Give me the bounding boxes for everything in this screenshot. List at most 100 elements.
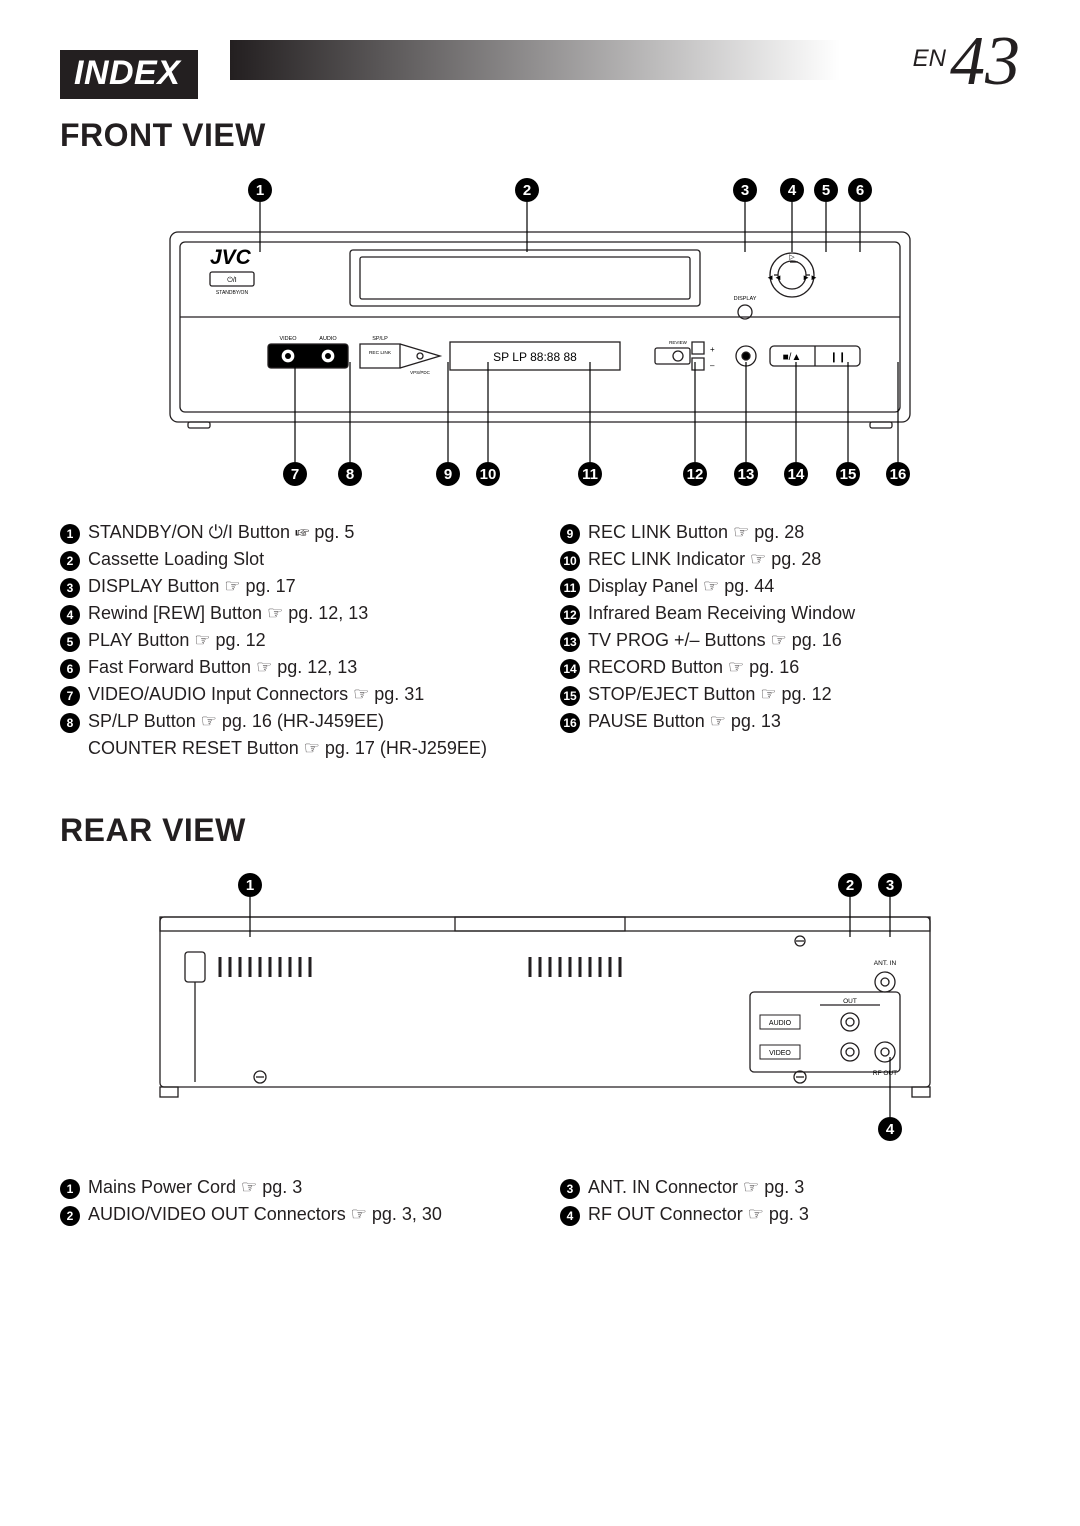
- legend-badge: 3: [60, 578, 80, 598]
- legend-item: 3 DISPLAY Button ☞ pg. 17: [60, 573, 520, 600]
- legend-badge: 3: [560, 1179, 580, 1199]
- svg-text:1: 1: [256, 182, 264, 199]
- legend-text: Fast Forward Button ☞ pg. 12, 13: [88, 654, 357, 681]
- svg-text:JVC: JVC: [210, 246, 252, 269]
- legend-item: 10 REC LINK Indicator ☞ pg. 28: [560, 546, 1020, 573]
- legend-text: PAUSE Button ☞ pg. 13: [588, 708, 781, 735]
- svg-text:15: 15: [840, 466, 857, 483]
- svg-text:RF OUT: RF OUT: [873, 1070, 897, 1077]
- svg-text:4: 4: [886, 1121, 895, 1138]
- legend-badge: 5: [60, 632, 80, 652]
- legend-text: DISPLAY Button ☞ pg. 17: [88, 573, 296, 600]
- legend-badge: 12: [560, 605, 580, 625]
- svg-text:⏻/I: ⏻/I: [227, 276, 236, 284]
- svg-text:3: 3: [886, 877, 894, 894]
- legend-item: 13 TV PROG +/– Buttons ☞ pg. 16: [560, 627, 1020, 654]
- legend-text: Mains Power Cord ☞ pg. 3: [88, 1174, 302, 1201]
- legend-text: RECORD Button ☞ pg. 16: [588, 654, 799, 681]
- svg-text:5: 5: [822, 182, 830, 199]
- svg-text:12: 12: [687, 466, 704, 483]
- legend-text: VIDEO/AUDIO Input Connectors ☞ pg. 31: [88, 681, 424, 708]
- legend-text: Display Panel ☞ pg. 44: [588, 573, 774, 600]
- legend-item: 4Rewind [REW] Button ☞ pg. 12, 13: [60, 600, 520, 627]
- legend-badge: 6: [60, 659, 80, 679]
- front-view-title: FRONT VIEW: [60, 117, 1020, 154]
- legend-item: 9 REC LINK Button ☞ pg. 28: [560, 519, 1020, 546]
- legend-item: 3 ANT. IN Connector ☞ pg. 3: [560, 1174, 1020, 1201]
- legend-item: 12 Infrared Beam Receiving Window: [560, 600, 1020, 627]
- page-header: INDEX EN43: [60, 30, 1020, 99]
- svg-text:VIDEO: VIDEO: [769, 1050, 791, 1057]
- legend-badge: 9: [560, 524, 580, 544]
- svg-text:3: 3: [741, 182, 749, 199]
- legend-badge: 13: [560, 632, 580, 652]
- legend-badge: 2: [60, 551, 80, 571]
- legend-item: 16 PAUSE Button ☞ pg. 13: [560, 708, 1020, 735]
- index-label: INDEX: [60, 50, 198, 99]
- legend-subtext: COUNTER RESET Button ☞ pg. 17 (HR-J259EE…: [88, 735, 487, 762]
- svg-text:REC LINK: REC LINK: [369, 350, 392, 356]
- legend-badge: 10: [560, 551, 580, 571]
- legend-text: AUDIO/VIDEO OUT Connectors ☞ pg. 3, 30: [88, 1201, 442, 1228]
- legend-badge: 15: [560, 686, 580, 706]
- front-diagram: JVC ⏻/I STANDBY/ON ▷ ◄◄ ►► DISPLAY VIDEO…: [60, 162, 1020, 507]
- svg-text:VIDEO: VIDEO: [279, 336, 297, 342]
- legend-item: 1STANDBY/ON ⏻/I Button ☞ pg. 5: [60, 519, 520, 546]
- svg-text:■/▲: ■/▲: [783, 352, 802, 363]
- svg-text:4: 4: [788, 182, 797, 199]
- svg-text:SP/LP: SP/LP: [372, 336, 388, 342]
- svg-text:11: 11: [582, 466, 598, 483]
- legend-item: 1 Mains Power Cord ☞ pg. 3: [60, 1174, 520, 1201]
- rear-legend: 1 Mains Power Cord ☞ pg. 3 2 AUDIO/VIDEO OU…: [60, 1174, 1020, 1228]
- legend-item: 11 Display Panel ☞ pg. 44: [560, 573, 1020, 600]
- svg-text:–: –: [710, 361, 715, 370]
- rear-svg: ANT. IN OUT AUDIO VIDEO RF OUT 1234: [60, 857, 1020, 1157]
- legend-badge: 16: [560, 713, 580, 733]
- legend-item: 5PLAY Button ☞ pg. 12: [60, 627, 520, 654]
- legend-item: 2 AUDIO/VIDEO OUT Connectors ☞ pg. 3, 30: [60, 1201, 520, 1228]
- legend-item: 2 Cassette Loading Slot: [60, 546, 520, 573]
- svg-text:2: 2: [846, 877, 854, 894]
- legend-badge: 14: [560, 659, 580, 679]
- rear-diagram: ANT. IN OUT AUDIO VIDEO RF OUT 1234: [60, 857, 1020, 1162]
- page-digits: 43: [950, 23, 1020, 100]
- legend-badge: 4: [560, 1206, 580, 1226]
- legend-text: TV PROG +/– Buttons ☞ pg. 16: [588, 627, 842, 654]
- svg-text:9: 9: [444, 466, 452, 483]
- legend-badge: 11: [560, 578, 580, 598]
- svg-text:2: 2: [523, 182, 531, 199]
- front-svg: JVC ⏻/I STANDBY/ON ▷ ◄◄ ►► DISPLAY VIDEO…: [60, 162, 1020, 502]
- svg-text:DISPLAY: DISPLAY: [734, 296, 757, 302]
- svg-text:13: 13: [738, 466, 755, 483]
- legend-badge: 8: [60, 713, 80, 733]
- legend-item: 6 Fast Forward Button ☞ pg. 12, 13: [60, 654, 520, 681]
- svg-text:STANDBY/ON: STANDBY/ON: [216, 290, 249, 296]
- legend-badge: 1: [60, 524, 80, 544]
- svg-text:❙❙: ❙❙: [830, 352, 847, 363]
- svg-text:►►: ►►: [802, 273, 818, 282]
- legend-badge: 2: [60, 1206, 80, 1226]
- svg-text:OUT: OUT: [843, 998, 857, 1005]
- legend-badge: 4: [60, 605, 80, 625]
- svg-text:10: 10: [480, 466, 497, 483]
- svg-text:+: +: [710, 345, 715, 354]
- legend-item: 14 RECORD Button ☞ pg. 16: [560, 654, 1020, 681]
- front-legend: 1STANDBY/ON ⏻/I Button ☞ pg. 5 2 Cassette …: [60, 519, 1020, 762]
- legend-badge: 7: [60, 686, 80, 706]
- svg-text:REVIEW: REVIEW: [669, 340, 688, 345]
- svg-text:SP LP 88:88 88: SP LP 88:88 88: [493, 350, 577, 364]
- legend-text: Infrared Beam Receiving Window: [588, 600, 855, 627]
- legend-text: REC LINK Button ☞ pg. 28: [588, 519, 804, 546]
- svg-text:16: 16: [890, 466, 907, 483]
- legend-badge: 1: [60, 1179, 80, 1199]
- legend-item: 15STOP/EJECT Button ☞ pg. 12: [560, 681, 1020, 708]
- svg-text:VPS/PDC: VPS/PDC: [410, 370, 431, 375]
- svg-text:1: 1: [246, 877, 254, 894]
- svg-text:8: 8: [346, 466, 354, 483]
- legend-item: 7 VIDEO/AUDIO Input Connectors ☞ pg. 31: [60, 681, 520, 708]
- legend-text: ANT. IN Connector ☞ pg. 3: [588, 1174, 804, 1201]
- svg-text:7: 7: [291, 466, 299, 483]
- legend-text: Cassette Loading Slot: [88, 546, 264, 573]
- svg-text:▷: ▷: [789, 254, 795, 261]
- legend-text: REC LINK Indicator ☞ pg. 28: [588, 546, 821, 573]
